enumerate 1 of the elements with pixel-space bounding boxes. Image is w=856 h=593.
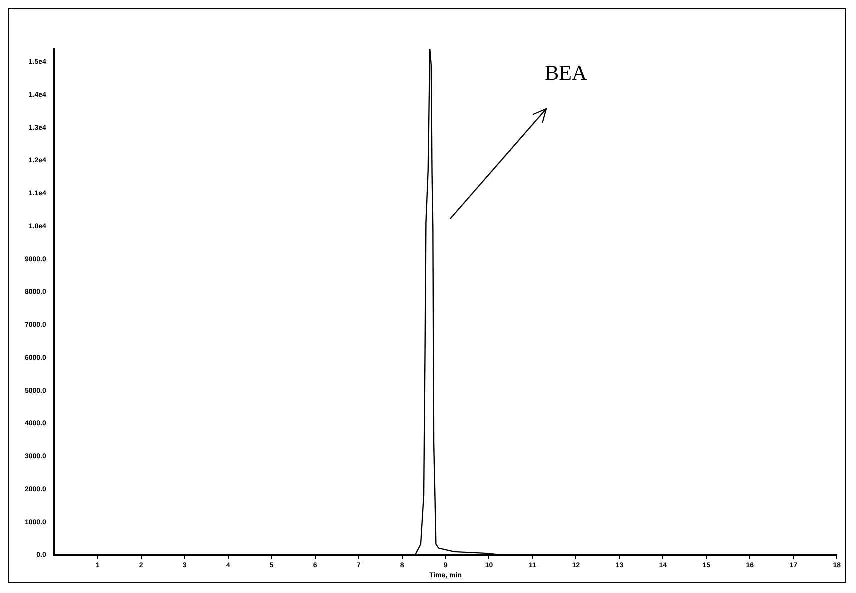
annotation: BEA	[545, 61, 588, 86]
